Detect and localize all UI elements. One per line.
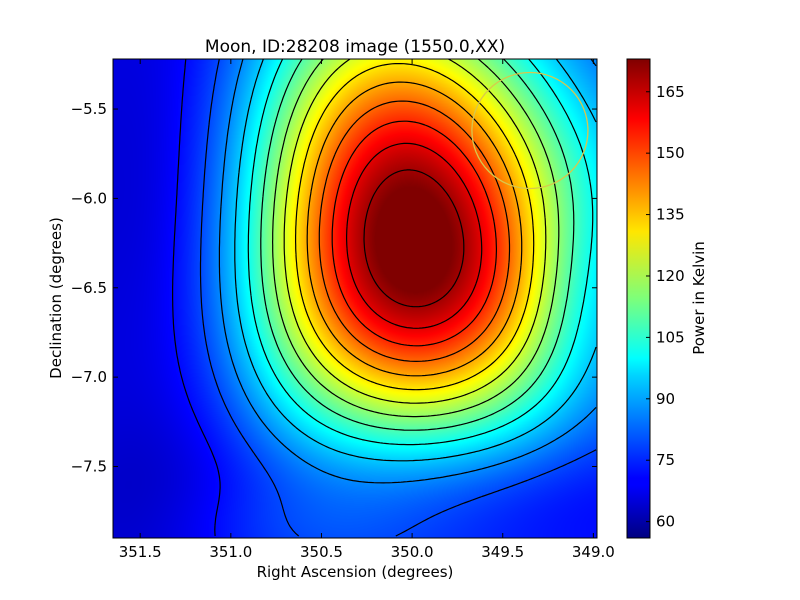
- colorbar-tick-label: 150: [656, 144, 685, 162]
- contour-line: [331, 120, 497, 347]
- contour-lines: [172, 59, 597, 537]
- plot-frame: [112, 58, 598, 539]
- chart-title: Moon, ID:28208 image (1550.0,XX): [205, 37, 505, 57]
- contour-line: [283, 59, 547, 404]
- contour-line: [318, 100, 511, 362]
- colorbar-tick-label: 105: [656, 328, 685, 346]
- plot-area: [112, 58, 598, 539]
- colorbar-tick-label: 120: [656, 267, 685, 285]
- y-tick-label: −5.5: [71, 100, 107, 118]
- y-axis: −5.5 −6.0 −6.5 −7.0 −7.5: [71, 100, 597, 476]
- x-axis: 351.5 351.0 350.5 350.0 349.5 349.0: [119, 59, 615, 561]
- x-axis-label: Right Ascension (degrees): [257, 563, 454, 581]
- colorbar-tick-label: 135: [656, 206, 685, 224]
- contour-line: [306, 81, 523, 377]
- x-tick-label: 350.5: [300, 543, 343, 561]
- contour-line: [363, 169, 465, 308]
- moon-position-circle: [471, 71, 589, 190]
- contour-line: [172, 59, 221, 537]
- colorbar-tick-label: 75: [656, 451, 675, 469]
- contour-line: [260, 59, 575, 431]
- contour-line: [295, 63, 535, 391]
- colorbar-bar: [626, 58, 651, 539]
- y-axis-label: Declination (degrees): [47, 217, 65, 379]
- colorbar-tick-label: 90: [656, 390, 675, 408]
- colorbar-ticks: 60 75 90 105 120 135 150 165: [646, 83, 685, 531]
- y-tick-label: −6.5: [71, 279, 107, 297]
- heatmap-image: [113, 59, 597, 538]
- x-tick-label: 349.5: [481, 543, 524, 561]
- colorbar: 60 75 90 105 120 135 150 165 Power in Kelvin: [626, 58, 708, 539]
- contour-line: [218, 59, 597, 484]
- colorbar-tick-label: 60: [656, 513, 675, 531]
- y-tick-label: −7.0: [71, 368, 107, 386]
- contour-line: [247, 59, 594, 446]
- y-tick-label: −7.5: [71, 458, 107, 476]
- contour-line: [199, 59, 597, 537]
- x-tick-label: 351.5: [119, 543, 162, 561]
- contour-line: [234, 59, 597, 462]
- x-tick-label: 351.0: [209, 543, 252, 561]
- colorbar-label: Power in Kelvin: [690, 241, 708, 355]
- x-tick-label: 350.0: [391, 543, 434, 561]
- colorbar-tick-label: 165: [656, 83, 685, 101]
- x-tick-label: 349.0: [572, 543, 615, 561]
- y-tick-label: −6.0: [71, 189, 107, 207]
- contour-line: [346, 142, 483, 329]
